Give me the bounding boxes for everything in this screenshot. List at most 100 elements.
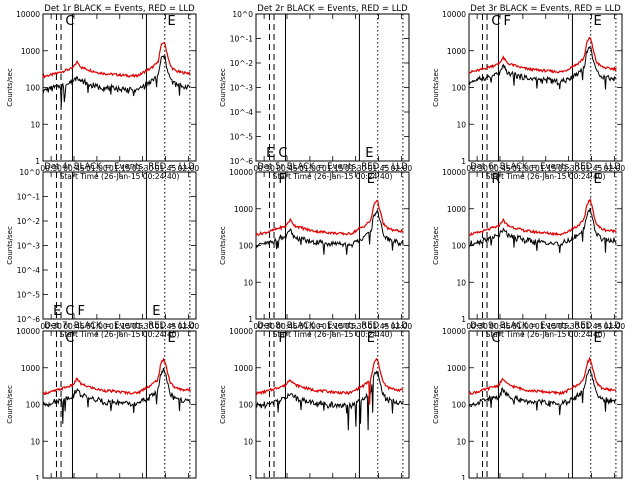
panel-3-xtick-label: 01:30 [558,164,580,173]
panel-8-y-label: Counts/sec [219,385,227,424]
panel-1-series-lld [42,41,191,79]
panel-5-marker-F: F [278,172,285,187]
panel-3-marker-F: F [504,14,511,29]
panel-4-xtick-label: 01:15 [109,322,131,331]
panel-1-ytick-label: 10 [30,120,40,129]
panel-4-ytick-label: 10^-4 [17,266,41,275]
panel-5-xtick-label: 01:45 [368,322,390,331]
panel-3-series-events [468,46,617,90]
panel-2-xtick-label: 00:45 [276,164,298,173]
panel-6-ytick-label: 1000 [447,205,466,214]
panel-9-ytick-label: 10000 [442,327,466,336]
panel-5-xtick-label: 01:00 [299,322,321,331]
panel-2-xtick-label: 02:00 [391,164,413,173]
panel-5-xtick-label: 02:00 [391,322,413,331]
panel-5-xtick-label: 00:45 [276,322,298,331]
panel-8-ytick-label: 100 [239,401,254,410]
panel-5-ytick-label: 100 [239,242,254,251]
panel-4-xtick-label: 02:00 [178,322,200,331]
panel-4-xtick-label: 01:00 [86,322,108,331]
panel-4-marker-C: C [65,304,74,319]
panel-1-ytick-label: 100 [26,84,41,93]
panel-2-ytick-label: 10^-3 [230,84,254,93]
panel-8-marker-F: F [278,331,285,346]
panel-6-xtick-label: 01:45 [581,322,603,331]
panel-4-xtick-label: 01:30 [132,322,154,331]
panel-6-xtick-label: 01:00 [512,322,534,331]
panel-3-xtick-label: 01:15 [535,164,557,173]
panel-6-xtick-label: 00:45 [489,322,511,331]
panel-2-xtick-label: 00:30 [253,164,275,173]
panel-7-ytick-label: 10 [30,437,40,446]
panel-5-y-label: Counts/sec [219,226,227,265]
panel-5-xtick-label: 01:30 [345,322,367,331]
panel-6-xtick-label: 01:30 [558,322,580,331]
panel-8-title: Det 8r BLACK = Events, RED = LLD [257,321,408,331]
panel-7-marker-C: C [65,331,74,346]
panel-6-xtick-label: 01:15 [535,322,557,331]
panel-4-ytick-label: 10^-5 [17,291,41,300]
panel-9-marker-E: E [594,331,602,346]
panel-7-series-lld [42,357,191,396]
panel-3-ytick-label: 1 [461,157,466,166]
panel-7-ytick-label: 10000 [16,327,40,336]
panel-7-ytick-label: 1 [35,474,40,480]
panel-6-marker-E: E [594,172,602,187]
panel-6-xtick-label: 00:30 [466,322,488,331]
panel-1-title: Det 1r BLACK = Events, RED = LLD [44,4,195,14]
panel-3-y-label: Counts/sec [432,68,440,107]
panel-3-xtick-label: 00:45 [489,164,511,173]
panel-2-marker-C: C [278,146,287,161]
panel-5-ytick-label: 10 [243,278,253,287]
panel-8-ytick-label: 1 [248,474,253,480]
panel-7-ytick-label: 100 [26,401,41,410]
panel-6-ytick-label: 1 [461,315,466,324]
panel-4-ytick-label: 10^-3 [17,242,41,251]
panel-4-frame [42,171,197,320]
panel-5-title: Det 5r BLACK = Events, RED = LLD [257,162,408,172]
panel-8-ytick-label: 10 [243,437,253,446]
panel-7-series-events [42,367,191,424]
panel-1-xtick-label: 01:15 [109,164,131,173]
panel-3-xtick-label: 01:00 [512,164,534,173]
panel-5-marker-E: E [367,172,375,187]
panel-4-title: Det 4r BLACK = Events, RED = LLD [44,162,195,172]
panel-9-ytick-label: 100 [452,401,467,410]
panel-1-xtick-label: 00:45 [63,164,85,173]
panel-2-ytick-label: 10^0 [232,10,253,19]
panel-1-xtick-label: 01:45 [155,164,177,173]
panel-9-y-label: Counts/sec [432,385,440,424]
panel-2-title: Det 2r BLACK = Events, RED = LLD [257,4,408,14]
panel-6-frame [468,171,623,320]
panel-4-marker-E: E [152,304,160,319]
panel-2-y-label: Counts/sec [219,68,227,107]
panel-3-ytick-label: 10000 [442,10,466,19]
panel-2-ytick-label: 10^-5 [230,133,254,142]
panel-5-xtick-label: 01:15 [322,322,344,331]
panel-6-y-label: Counts/sec [432,226,440,265]
panel-2-marker-E: E [266,146,274,161]
panel-2-ytick-label: 10^-4 [230,108,254,117]
panel-4-ytick-label: 10^-6 [17,315,41,324]
panel-5-series-events [255,209,404,255]
panel-1-marker-C: C [65,14,74,29]
panel-3-marker-C: C [491,14,500,29]
panel-2-ytick-label: 10^-6 [230,157,254,166]
panel-3-xtick-label: 00:30 [466,164,488,173]
panel-1-y-label: Counts/sec [6,68,14,107]
panel-4-ytick-label: 10^-2 [17,217,41,226]
panel-5-ytick-label: 1 [248,315,253,324]
panel-5-ytick-label: 10000 [229,168,253,177]
panel-6-ytick-label: 100 [452,242,467,251]
panel-5-xtick-label: 00:30 [253,322,275,331]
panel-4-xtick-label: 00:45 [63,322,85,331]
panel-3-marker-E: E [594,14,602,29]
panel-1-marker-E: E [168,14,176,29]
panel-2-xtick-label: 01:45 [368,164,390,173]
panel-3-ytick-label: 100 [452,84,467,93]
panel-4-marker-F: F [78,304,85,319]
panel-1-ytick-label: 1000 [21,47,40,56]
panel-7-y-label: Counts/sec [6,385,14,424]
panel-1-xtick-label: 00:30 [40,164,62,173]
